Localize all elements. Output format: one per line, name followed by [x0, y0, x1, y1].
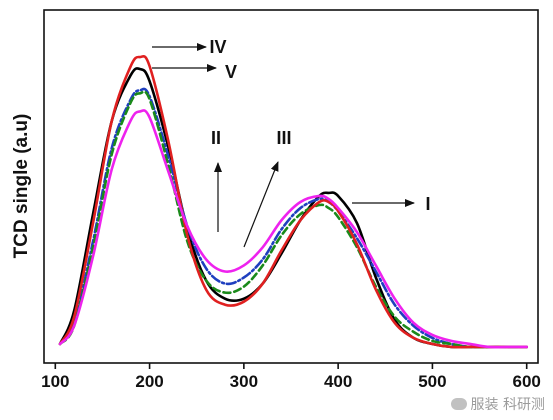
series-line-iii: [58, 90, 528, 349]
plot-frame: [43, 9, 539, 364]
annotation-label-v: V: [225, 62, 237, 82]
annotation-label-ii: II: [211, 128, 221, 148]
x-tick-label: 400: [324, 372, 352, 391]
x-tick-label: 200: [135, 372, 163, 391]
series-line-v: [58, 109, 528, 349]
x-tick-label: 100: [41, 372, 69, 391]
watermark-text: 服装 科研测: [470, 397, 545, 413]
series-layer: [58, 54, 528, 349]
annotation-label-iv: IV: [209, 37, 226, 57]
annotation-label-iii: III: [276, 128, 291, 148]
series-line-ii: [58, 87, 528, 349]
x-tick-label: 500: [418, 372, 446, 391]
x-tick-label: 300: [230, 372, 258, 391]
x-tick-label: 600: [512, 372, 540, 391]
watermark: 服装 科研测: [450, 394, 545, 414]
x-axis-ticks: 100 200 300 400 500 600: [41, 363, 541, 391]
y-axis-title: TCD single (a.u): [11, 114, 32, 259]
annotation-label-i: I: [425, 194, 430, 214]
series-line-iv: [58, 54, 528, 349]
annotation-arrow-iii: [243, 161, 279, 248]
wechat-icon: [450, 398, 467, 410]
